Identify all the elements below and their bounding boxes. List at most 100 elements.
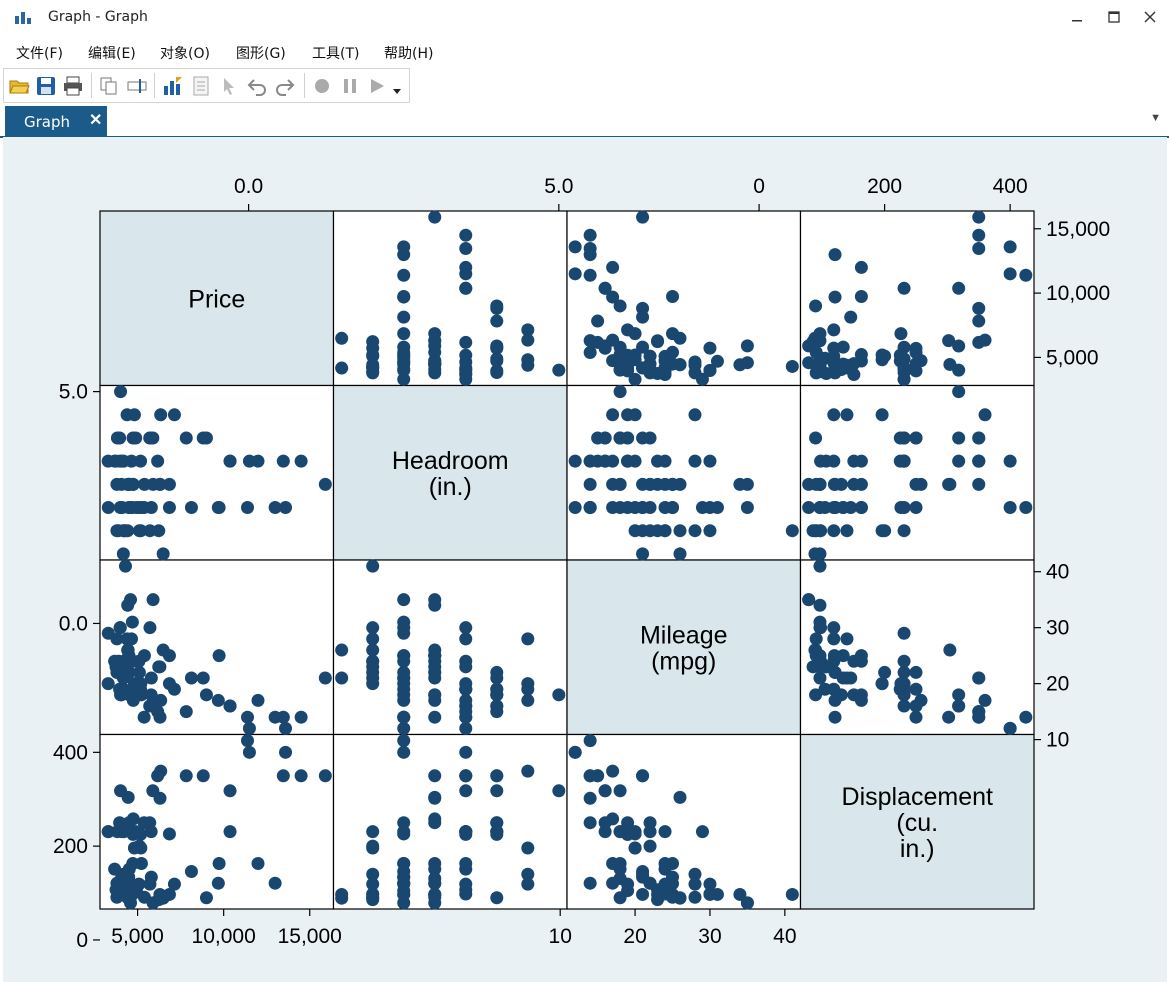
- pause-icon[interactable]: [339, 75, 361, 97]
- stata-graph-app-icon: [15, 12, 31, 24]
- scatter-point: [179, 431, 193, 445]
- maximize-button[interactable]: [1096, 0, 1132, 34]
- menu-graph[interactable]: 图形(G): [236, 46, 286, 62]
- dropdown-arrow-icon[interactable]: [390, 75, 404, 97]
- scatter-point: [688, 877, 702, 891]
- scatter-point: [568, 240, 582, 254]
- tab-graph[interactable]: Graph ✕: [5, 106, 107, 136]
- menu-tools[interactable]: 工具(T): [312, 46, 360, 62]
- scatter-point: [606, 501, 620, 515]
- scatter-point: [113, 621, 127, 635]
- scatter-point: [785, 359, 799, 373]
- scatter-point: [952, 699, 966, 713]
- scatter-point: [397, 816, 411, 830]
- scatter-point: [110, 632, 124, 646]
- close-window-button[interactable]: [1132, 0, 1168, 34]
- menu-edit[interactable]: 编辑(E): [88, 46, 136, 62]
- tab-close-icon[interactable]: ✕: [89, 112, 103, 129]
- graph-editor-icon[interactable]: [162, 75, 184, 97]
- scatter-point: [828, 248, 842, 262]
- x-tick-label: 20: [623, 925, 646, 948]
- scatter-point: [809, 632, 823, 646]
- scatter-point: [621, 877, 635, 891]
- scatter-point: [144, 671, 158, 685]
- scatter-point: [132, 524, 146, 538]
- scatter-point: [972, 335, 986, 349]
- object-browser-icon[interactable]: [190, 75, 212, 97]
- scatter-point: [972, 705, 986, 719]
- pointer-icon[interactable]: [218, 75, 240, 97]
- scatter-point: [613, 385, 627, 399]
- scatter-point: [740, 339, 754, 353]
- scatter-point: [459, 682, 473, 696]
- scatter-point: [428, 816, 442, 830]
- scatter-point: [366, 632, 380, 646]
- x-tick-label: 40: [773, 925, 796, 948]
- scatter-point: [335, 361, 349, 375]
- scatter-point: [606, 260, 620, 274]
- y-tick-label: 10: [1046, 729, 1069, 752]
- scatter-point: [809, 431, 823, 445]
- copy-icon[interactable]: [98, 75, 120, 97]
- menu-file[interactable]: 文件(F): [16, 46, 63, 62]
- scatter-point: [813, 621, 827, 635]
- scatter-point: [827, 621, 841, 635]
- scatter-point: [636, 340, 650, 354]
- x-tick-label: 10: [549, 925, 572, 948]
- record-icon[interactable]: [311, 75, 333, 97]
- scatter-point: [643, 816, 657, 830]
- scatter-point: [490, 825, 504, 839]
- scatter-point: [459, 335, 473, 349]
- play-icon[interactable]: [366, 75, 388, 97]
- scatter-point: [335, 671, 349, 685]
- scatter-point: [184, 671, 198, 685]
- scatter-point: [809, 688, 823, 702]
- scatter-point: [813, 501, 827, 515]
- scatter-point: [978, 693, 992, 707]
- diagonal-label-cell: [799, 733, 1035, 910]
- x-tick-label: 0: [753, 175, 765, 198]
- scatter-point: [1019, 268, 1033, 282]
- scatter-point: [613, 431, 627, 445]
- scatter-point: [827, 323, 841, 337]
- scatter-point: [809, 366, 823, 380]
- undo-icon[interactable]: [246, 75, 268, 97]
- scatter-point: [606, 876, 620, 890]
- redo-icon[interactable]: [274, 75, 296, 97]
- scatter-point: [673, 547, 687, 561]
- menu-object[interactable]: 对象(O): [160, 46, 210, 62]
- window-title: Graph - Graph: [48, 9, 148, 25]
- toolbar: [3, 68, 410, 103]
- scatter-point: [397, 327, 411, 341]
- scatter-point: [490, 816, 504, 830]
- x-tick-label: 15,000: [278, 925, 342, 948]
- scatter-point: [827, 632, 841, 646]
- scatter-point: [658, 501, 672, 515]
- scatter-point: [459, 281, 473, 295]
- open-folder-icon[interactable]: [8, 75, 30, 97]
- scatter-point: [167, 682, 181, 696]
- scatter-point: [153, 791, 167, 805]
- scatter-point: [844, 671, 858, 685]
- minimize-button[interactable]: [1059, 0, 1095, 34]
- scatter-point: [137, 816, 151, 830]
- x-tick-label: 5,000: [111, 925, 164, 948]
- tab-list-dropdown-icon[interactable]: ▼: [1150, 112, 1161, 124]
- scatter-point: [276, 769, 290, 783]
- save-icon[interactable]: [35, 75, 57, 97]
- scatter-point: [428, 688, 442, 702]
- scatter-point: [279, 745, 293, 759]
- scatter-point: [952, 431, 966, 445]
- scatter-point: [651, 335, 665, 349]
- scatter-point: [840, 524, 854, 538]
- scatter-point: [459, 228, 473, 242]
- scatter-point: [854, 501, 868, 515]
- x-tick-label: 200: [867, 175, 902, 198]
- scatter-point: [972, 314, 986, 328]
- scatter-point: [813, 671, 827, 685]
- scatter-point: [146, 593, 160, 607]
- scatter-point: [276, 454, 290, 468]
- print-icon[interactable]: [62, 75, 84, 97]
- menu-help[interactable]: 帮助(H): [384, 46, 434, 62]
- rename-icon[interactable]: [126, 75, 148, 97]
